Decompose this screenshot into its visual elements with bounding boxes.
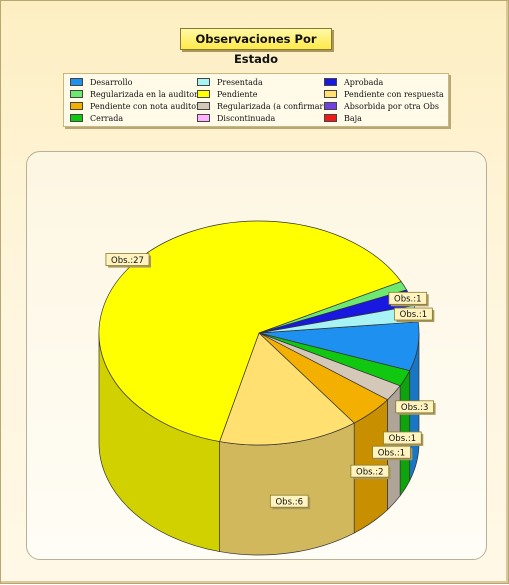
legend-swatch bbox=[324, 78, 337, 86]
legend-label: Pendiente con nota auditor bbox=[90, 102, 200, 111]
pie-top-faces bbox=[98, 220, 420, 446]
data-label-box bbox=[372, 445, 411, 459]
legend-swatch bbox=[197, 90, 210, 98]
legend-label: Pendiente bbox=[217, 90, 258, 99]
legend-label: Cerrada bbox=[90, 114, 124, 123]
legend-swatch bbox=[70, 90, 83, 98]
legend-label: Desarrollo bbox=[90, 78, 133, 87]
data-label: Obs.:1 bbox=[378, 448, 406, 458]
legend-swatch bbox=[197, 114, 210, 122]
legend-swatch bbox=[70, 114, 83, 122]
legend-label: Baja bbox=[344, 114, 362, 123]
legend-label: Absorbida por otra Obs bbox=[344, 102, 440, 111]
data-label: Obs.:2 bbox=[356, 467, 384, 477]
pie-side-walls bbox=[98, 332, 420, 556]
data-label: Obs.:1 bbox=[394, 295, 422, 305]
data-label-box bbox=[394, 307, 433, 321]
data-label-box bbox=[105, 253, 150, 266]
chart-legend: Desarrollo Regularizada en la auditoria Pe… bbox=[63, 73, 449, 127]
data-label: Obs.:1 bbox=[400, 310, 428, 320]
pie-labels: Obs.:3 Obs.:1 Obs.:1 Obs.:2 Obs.:6 Obs.:27 Obs… bbox=[105, 253, 436, 510]
data-label-box bbox=[383, 431, 422, 445]
data-label-box bbox=[269, 494, 309, 508]
data-label: Obs.:3 bbox=[401, 403, 429, 413]
legend-swatch bbox=[197, 78, 210, 86]
legend-label: Presentada bbox=[217, 78, 263, 87]
legend-swatch bbox=[324, 90, 337, 98]
legend-swatch bbox=[70, 78, 83, 86]
legend-swatch bbox=[324, 102, 337, 110]
legend-label: Regularizada (a confirmar) bbox=[217, 102, 327, 111]
legend-label: Discontinuada bbox=[217, 114, 276, 123]
data-label: Obs.:27 bbox=[111, 256, 144, 266]
legend-label: Regularizada en la auditoria bbox=[90, 90, 206, 99]
chart-title: Observaciones Por Estado bbox=[180, 28, 332, 66]
legend-label: Pendiente con respuesta bbox=[344, 90, 444, 99]
data-label-box bbox=[395, 400, 434, 414]
data-label-box bbox=[388, 291, 428, 305]
legend-label: Aprobada bbox=[344, 78, 384, 87]
legend-swatch bbox=[324, 114, 337, 122]
legend-swatch bbox=[70, 102, 83, 110]
legend-swatch bbox=[197, 102, 210, 110]
data-label-box bbox=[350, 464, 390, 478]
data-label: Obs.:6 bbox=[275, 497, 303, 507]
pie-slice bbox=[219, 332, 355, 446]
data-label: Obs.:1 bbox=[389, 434, 417, 444]
